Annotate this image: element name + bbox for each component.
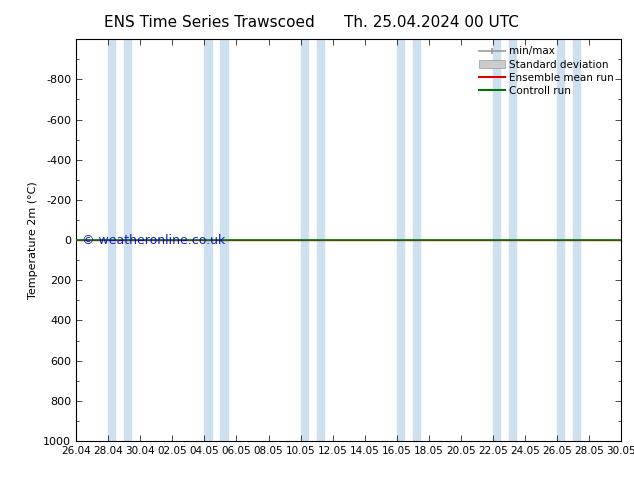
- Bar: [316, 39, 324, 441]
- Bar: [108, 39, 115, 441]
- Bar: [573, 39, 580, 441]
- Text: © weatheronline.co.uk: © weatheronline.co.uk: [82, 234, 225, 246]
- Bar: [509, 39, 516, 441]
- Y-axis label: Temperature 2m (°C): Temperature 2m (°C): [28, 181, 37, 299]
- Bar: [557, 39, 564, 441]
- Bar: [124, 39, 131, 441]
- Bar: [221, 39, 228, 441]
- Bar: [204, 39, 212, 441]
- Bar: [397, 39, 404, 441]
- Bar: [413, 39, 420, 441]
- Legend: min/max, Standard deviation, Ensemble mean run, Controll run: min/max, Standard deviation, Ensemble me…: [477, 45, 616, 98]
- Text: ENS Time Series Trawscoed: ENS Time Series Trawscoed: [104, 15, 314, 30]
- Text: Th. 25.04.2024 00 UTC: Th. 25.04.2024 00 UTC: [344, 15, 519, 30]
- Bar: [493, 39, 500, 441]
- Bar: [301, 39, 307, 441]
